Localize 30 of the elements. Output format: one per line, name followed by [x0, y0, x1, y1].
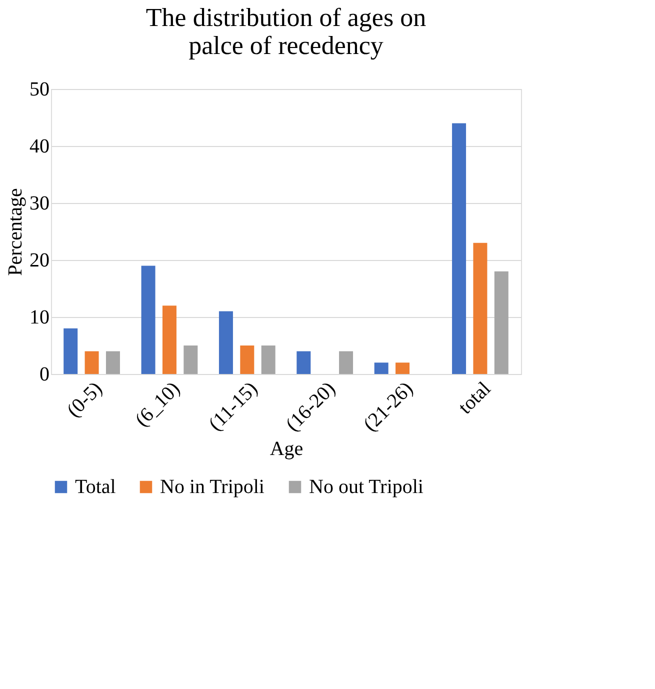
- bar: [396, 362, 410, 374]
- legend-label: No in Tripoli: [160, 476, 265, 498]
- y-tick-label: 10: [30, 306, 50, 328]
- y-tick-label: 40: [30, 136, 50, 158]
- bar: [452, 123, 466, 374]
- y-tick-label: 20: [30, 250, 50, 272]
- bar: [374, 362, 388, 374]
- bar: [106, 351, 120, 374]
- bar: [84, 351, 99, 374]
- y-tick-label: 30: [30, 192, 50, 214]
- bar: [494, 271, 508, 374]
- bar: [261, 346, 276, 374]
- bar: [218, 311, 233, 374]
- bar: [141, 266, 156, 374]
- y-tick-label: 0: [40, 364, 50, 386]
- chart-title: The distribution of ages on palce of recedency: [146, 3, 426, 60]
- bar: [339, 351, 354, 374]
- x-tick-label: total: [454, 377, 496, 418]
- bar: [473, 242, 488, 374]
- legend-label: Total: [75, 476, 116, 498]
- bar: [296, 351, 311, 374]
- y-tick-label: 50: [30, 78, 50, 100]
- bar: [184, 346, 198, 374]
- x-tick-label: (0-5): [62, 378, 107, 422]
- legend-label: No out Tripoli: [309, 476, 424, 498]
- x-axis-title: Age: [270, 438, 304, 460]
- bar: [240, 346, 254, 374]
- bar: [162, 306, 176, 374]
- bar: [64, 328, 78, 374]
- y-axis-title: Percentage: [4, 188, 26, 276]
